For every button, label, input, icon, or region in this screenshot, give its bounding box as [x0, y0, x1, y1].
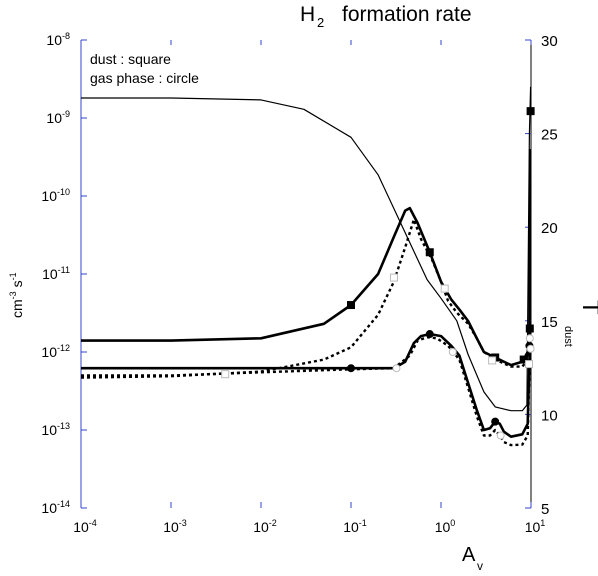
dust-square-marker: [389, 273, 398, 282]
dust-square-marker: [525, 324, 534, 333]
gas-phase-circle-marker: [526, 344, 535, 353]
dust-square-marker: [519, 355, 528, 364]
y-right-tick-label: 15: [541, 314, 558, 331]
dust-square-marker: [524, 360, 533, 369]
series-line-1: [81, 86, 532, 412]
right-y-axis-ticks: 30 25 20 15 10 5: [525, 33, 558, 518]
series-line-3: [80, 218, 532, 379]
legend-dust: dust : square: [90, 51, 171, 67]
x-axis-label-subscript: v: [477, 559, 483, 573]
x-axis-ticks: 10-4 10-3 10-2 10-1 100 101: [73, 40, 545, 535]
y-right-tick-label: 10: [541, 407, 558, 424]
y-right-tick-label: 5: [541, 501, 549, 518]
y-left-tick-label: 10-8: [46, 31, 70, 48]
dust-square-marker: [221, 370, 230, 379]
dust-square-marker: [526, 107, 535, 116]
gas-phase-circle-marker: [491, 417, 500, 426]
y-right-tick-label: 20: [541, 220, 558, 237]
legend-gas-phase: gas phase : circle: [90, 70, 199, 86]
gas-phase-circle-marker: [448, 348, 457, 356]
chart-title-rest: formation rate: [342, 3, 472, 26]
series-line-4: [81, 330, 532, 438]
gas-phase-circle-marker: [496, 431, 505, 440]
y-left-tick-label: 10-10: [41, 187, 70, 204]
y-left-tick-label: 10-14: [41, 499, 70, 516]
chart-title-subscript: 2: [317, 15, 324, 30]
y-right-tick-label: 30: [541, 33, 558, 50]
y-left-tick-label: 10-13: [41, 421, 70, 438]
x-tick-label: 10-3: [163, 518, 187, 535]
series-line-5: [81, 336, 532, 447]
x-tick-label: 10-1: [343, 518, 367, 535]
x-tick-label: 10-4: [73, 518, 97, 535]
y-left-tick-label: 10-12: [41, 343, 70, 360]
x-tick-label: 101: [525, 518, 546, 535]
right-y-axis-label-subscript: dust: [562, 326, 574, 347]
chart-title-main: H: [300, 3, 315, 26]
x-tick-label: 100: [435, 518, 456, 535]
left-y-axis-ticks: 10-8 10-9 10-10 10-11 10-12 10-13 10-14: [41, 31, 87, 516]
right-y-axis-label: T: [577, 300, 598, 315]
gas-phase-circle-marker: [392, 364, 401, 373]
y-left-tick-label: 10-11: [42, 265, 70, 282]
x-axis-label: A: [462, 544, 476, 566]
gas-phase-circle-marker: [425, 330, 434, 339]
series-line-2: [81, 148, 532, 367]
dust-square-marker: [425, 248, 434, 257]
left-y-axis-label: cm-3 s-1: [8, 272, 25, 318]
dust-square-marker: [440, 284, 449, 293]
gas-phase-circle-marker: [525, 334, 534, 343]
series-layer: [80, 86, 532, 447]
gas-phase-circle-marker: [347, 364, 355, 373]
x-tick-label: 10-2: [253, 518, 277, 535]
dust-square-marker: [488, 356, 497, 365]
y-right-tick-label: 25: [541, 127, 558, 144]
dust-square-marker: [347, 301, 355, 310]
y-left-tick-label: 10-9: [46, 109, 70, 126]
marker-layer: [221, 107, 535, 440]
